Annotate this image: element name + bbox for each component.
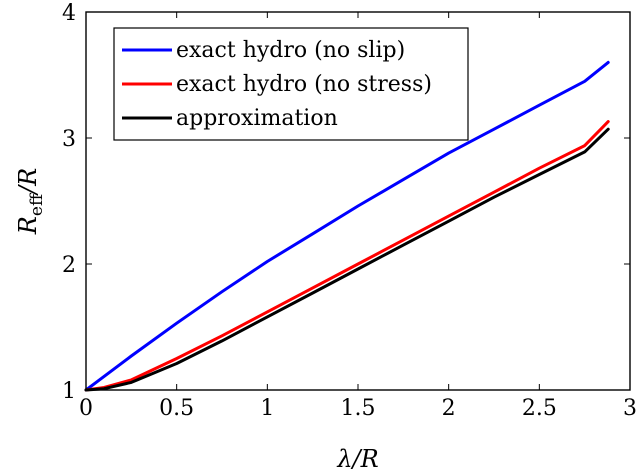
tick-layer: 0 0.5 1 1.5 2 2.5 3 1 2 3 4 — [62, 1, 637, 421]
y-tick-label: 1 — [62, 379, 76, 404]
y-axis-label: Reff/R — [14, 168, 47, 235]
x-tick-label: 2.5 — [522, 396, 557, 421]
y-tick-label: 2 — [62, 253, 76, 278]
legend-label: exact hydro (no slip) — [176, 38, 405, 63]
x-axis-label: λ/R — [336, 445, 378, 473]
legend-label: approximation — [176, 106, 338, 131]
series-line — [84, 60, 610, 392]
x-tick-label: 3 — [623, 396, 637, 421]
y-tick-label: 3 — [62, 127, 76, 152]
legend-box — [113, 27, 469, 141]
series-line — [84, 120, 610, 392]
x-tick-label: 0 — [79, 396, 93, 421]
series-line — [84, 127, 610, 392]
y-tick-label: 4 — [62, 1, 76, 26]
x-tick-label: 1.5 — [341, 396, 376, 421]
y-axis-label-subscript: eff — [27, 192, 47, 216]
legend: exact hydro (no slip) exact hydro (no str… — [113, 27, 469, 141]
x-tick-label: 1 — [260, 396, 274, 421]
legend-label: exact hydro (no stress) — [176, 72, 432, 97]
y-axis-label-main: R — [14, 216, 42, 235]
y-axis-label-tail: /R — [14, 168, 42, 196]
series-layer — [84, 60, 610, 392]
x-tick-label: 2 — [442, 396, 456, 421]
x-tick-label: 0.5 — [159, 396, 194, 421]
